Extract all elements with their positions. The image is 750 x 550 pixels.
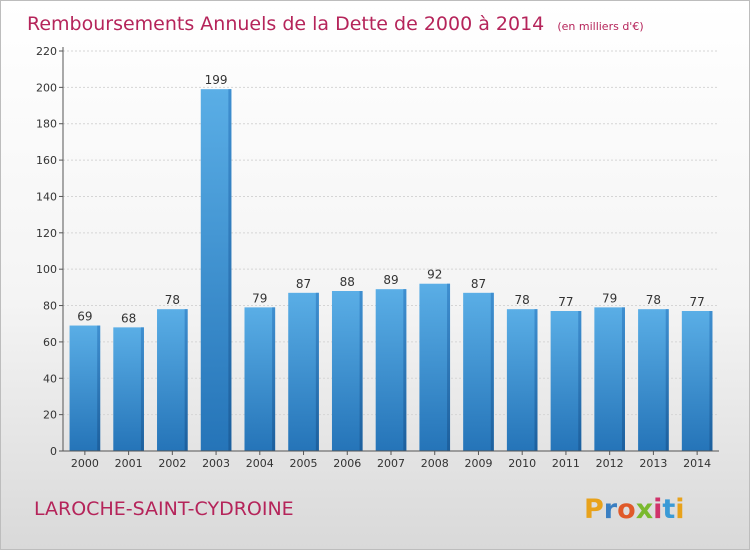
bar-shade-2011 — [578, 311, 582, 451]
bar-shade-2010 — [534, 309, 538, 451]
bar-shade-2001 — [140, 327, 144, 451]
bar-2004 — [244, 307, 276, 451]
value-label-2012: 79 — [602, 291, 617, 305]
y-axis-ticks: 0 20 40 60 80 100 120 140 160 180 200 220 — [36, 45, 63, 458]
svg-text:Remboursements Annuels de la D: Remboursements Annuels de la Dette de 20… — [27, 13, 644, 35]
bar-2008 — [419, 283, 451, 451]
value-label-2001: 68 — [121, 311, 136, 325]
bar-shade-2007 — [403, 289, 407, 451]
bar-shade-2002 — [184, 309, 188, 451]
x-tick-label-2009: 2009 — [464, 457, 492, 470]
value-label-2010: 78 — [515, 293, 530, 307]
x-tick-label-2007: 2007 — [377, 457, 405, 470]
x-tick-label-2008: 2008 — [421, 457, 449, 470]
x-tick-label-2001: 2001 — [115, 457, 143, 470]
logo-letter: i — [675, 494, 684, 525]
x-tick-label-2012: 2012 — [596, 457, 624, 470]
bar-2007 — [375, 289, 407, 451]
y-tick-label: 140 — [36, 190, 57, 203]
value-label-2005: 87 — [296, 277, 311, 291]
x-tick-label-2014: 2014 — [683, 457, 711, 470]
chart-title: Remboursements Annuels de la Dette de 20… — [27, 13, 544, 35]
y-tick-label: 40 — [43, 372, 57, 385]
y-tick-label: 60 — [43, 336, 57, 349]
y-tick-label: 220 — [36, 45, 57, 58]
bar-2010 — [506, 309, 538, 451]
bar-shade-2012 — [621, 307, 625, 451]
x-tick-label-2002: 2002 — [158, 457, 186, 470]
bar-2013 — [638, 309, 669, 451]
logo-letter: o — [617, 494, 636, 525]
logo-letter: P — [584, 494, 604, 525]
value-label-2000: 69 — [77, 310, 92, 324]
bar-shade-2000 — [97, 325, 101, 451]
y-tick-label: 100 — [36, 263, 57, 276]
bar-2011 — [550, 311, 582, 451]
x-tick-label-2006: 2006 — [333, 457, 361, 470]
value-label-2009: 87 — [471, 277, 486, 291]
bar-shade-2006 — [359, 291, 363, 451]
value-label-2007: 89 — [383, 273, 398, 287]
value-label-2014: 77 — [689, 295, 704, 309]
x-tick-label-2004: 2004 — [246, 457, 274, 470]
bar-2006 — [331, 291, 363, 451]
y-tick-label: 200 — [36, 81, 57, 94]
commune-name: LAROCHE-SAINT-CYDROINE — [34, 498, 294, 520]
x-tick-label-2003: 2003 — [202, 457, 230, 470]
x-tick-label-2011: 2011 — [552, 457, 580, 470]
x-tick-label-2010: 2010 — [508, 457, 536, 470]
bar-2003 — [200, 89, 232, 451]
bar-2009 — [463, 292, 494, 451]
value-label-2008: 92 — [427, 268, 442, 282]
bar-shade-2003 — [228, 89, 232, 451]
chart-unit: (en milliers d'€) — [557, 20, 643, 33]
x-tick-label-2005: 2005 — [290, 457, 318, 470]
logo-letter: x — [636, 494, 653, 525]
value-label-2002: 78 — [165, 293, 180, 307]
x-tick-label-2013: 2013 — [639, 457, 667, 470]
y-tick-label: 20 — [43, 409, 57, 422]
bar-shade-2014 — [709, 311, 713, 451]
bar-2000 — [69, 325, 101, 451]
bar-shade-2013 — [665, 309, 669, 451]
y-tick-label: 160 — [36, 154, 57, 167]
y-tick-label: 180 — [36, 118, 57, 131]
value-label-2006: 88 — [340, 275, 355, 289]
logo-letter: t — [662, 494, 675, 525]
logo-letter: r — [604, 494, 618, 525]
logo-letter: i — [653, 494, 662, 525]
y-tick-label: 0 — [50, 445, 57, 458]
bars — [69, 89, 713, 451]
bar-2005 — [288, 292, 319, 451]
x-axis-ticks: 2000 2001 2002 2003 2004 2005 2006 2007 2008 2009… — [71, 451, 711, 470]
y-tick-label: 80 — [43, 300, 57, 313]
bar-shade-2008 — [447, 283, 451, 451]
value-label-2004: 79 — [252, 291, 267, 305]
bar-shade-2005 — [315, 292, 319, 451]
bar-2012 — [594, 307, 625, 451]
y-tick-label: 120 — [36, 227, 57, 240]
bar-2014 — [681, 311, 713, 451]
value-labels: 69 68 78 199 79 87 88 89 92 87 78 77 79 78 77 — [77, 73, 705, 325]
proxiti-logo: Proxiti — [584, 494, 685, 525]
x-tick-label-2000: 2000 — [71, 457, 99, 470]
bar-2001 — [113, 327, 144, 451]
bar-shade-2009 — [490, 292, 494, 451]
value-label-2011: 77 — [558, 295, 573, 309]
value-label-2003: 199 — [205, 73, 228, 87]
value-label-2013: 78 — [646, 293, 661, 307]
bar-2002 — [157, 309, 188, 451]
bar-shade-2004 — [272, 307, 276, 451]
